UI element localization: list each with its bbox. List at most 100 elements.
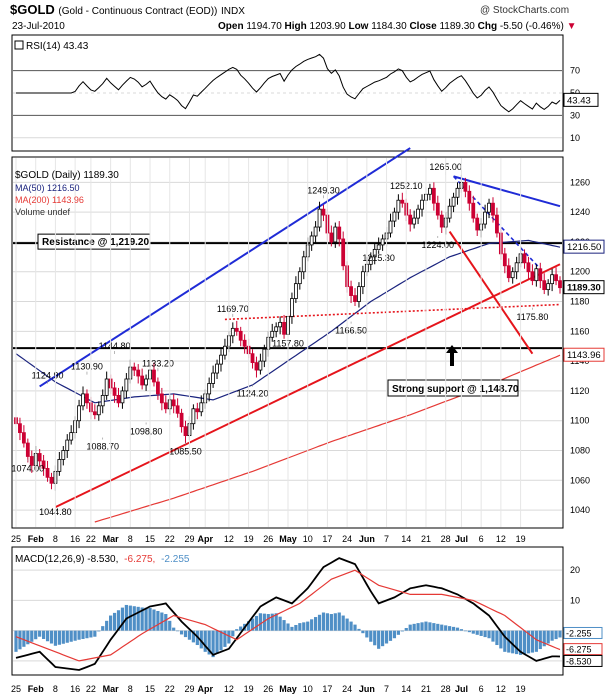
candle-body [18, 423, 22, 434]
macd-histogram-bar [239, 626, 243, 631]
candle-body [538, 268, 543, 282]
candle-body [412, 217, 417, 225]
candle-body [85, 393, 89, 404]
candle-body [420, 199, 424, 210]
candle-body [92, 411, 97, 416]
macd-histogram-bar [116, 610, 121, 631]
x-tick-label-lower: 14 [401, 684, 411, 694]
candle-body [29, 456, 34, 466]
price-tick-label: 1040 [570, 505, 590, 515]
candle-body [104, 378, 109, 396]
candle-body [77, 405, 81, 422]
candle-body [254, 362, 259, 371]
close-value: 1189.30 [439, 21, 475, 32]
macd-histogram-bar [404, 628, 408, 631]
support-arrow-icon [446, 345, 458, 366]
macd-histogram-bar [416, 623, 420, 631]
candle-body [290, 298, 294, 317]
macd-histogram-bar [286, 623, 290, 631]
macd-histogram-bar [22, 630, 26, 647]
candle-body [156, 381, 160, 395]
price-tick-label: 1260 [570, 177, 590, 187]
x-tick-label-lower: Apr [197, 684, 213, 694]
candle-body [506, 265, 511, 279]
macd-histogram-bar [207, 630, 211, 655]
candle-body [357, 286, 361, 302]
x-tick-label-lower: 12 [224, 684, 234, 694]
macd-histogram-bar [199, 630, 203, 649]
macd-histogram-bar [14, 630, 18, 652]
macd-histogram-bar [38, 630, 42, 637]
macd-histogram-bar [428, 622, 432, 631]
candle-body [301, 256, 306, 273]
macd-histogram-bar [313, 617, 318, 631]
x-tick-label-lower: 28 [441, 684, 451, 694]
macd-histogram-bar [345, 618, 349, 631]
macd-histogram-bar [440, 624, 444, 631]
low-value: 1184.30 [371, 21, 407, 32]
macd-histogram-bar [337, 612, 341, 631]
ma200-value-tag: 1143.96 [567, 350, 601, 361]
x-tick-label-lower: Jun [359, 684, 375, 694]
x-tick-label-lower: 29 [184, 684, 194, 694]
rsi-value-tag: 43.43 [567, 95, 591, 106]
candle-body [21, 432, 26, 444]
candle-body [467, 190, 472, 204]
macd-histogram-bar [144, 607, 148, 631]
candle-body [152, 369, 156, 383]
macd-histogram-bar [179, 630, 184, 635]
macd-histogram-bar [310, 619, 314, 631]
x-tick-label-upper: 17 [322, 534, 332, 544]
x-tick-label-upper: 6 [479, 534, 484, 544]
x-tick-label-lower: 22 [86, 684, 96, 694]
price-point-label: 1169.70 [217, 304, 249, 314]
candle-body [372, 248, 377, 258]
x-tick-label-upper: 19 [244, 534, 254, 544]
candle-body [57, 459, 62, 472]
price-tick-label: 1240 [570, 207, 590, 217]
candle-body [313, 226, 318, 237]
macd-histogram-bar [176, 630, 180, 632]
x-tick-label-upper: 7 [384, 534, 389, 544]
macd-histogram-bar [408, 624, 412, 631]
x-tick-label-upper: 15 [145, 534, 155, 544]
candle-body [380, 238, 385, 246]
macd-histogram-bar [85, 630, 89, 639]
rsi-tick-label: 30 [570, 110, 580, 120]
macd-histogram-bar [81, 630, 85, 639]
price-point-label: 1088.70 [86, 442, 119, 452]
macd-histogram-bar [530, 630, 535, 653]
macd-histogram-bar [329, 614, 333, 631]
candle-body [439, 214, 444, 228]
macd-signal-tag: -6.275 [566, 645, 592, 655]
rsi-value-tag-box [563, 92, 599, 107]
macd-legend-hist: -2.255 [161, 554, 190, 565]
price-tick-label: 1080 [570, 446, 590, 456]
macd-histogram-bar [325, 613, 330, 631]
x-tick-label-lower: 12 [496, 684, 506, 694]
rsi-tick-label: 70 [570, 66, 580, 76]
macd-histogram-bar [290, 626, 294, 631]
macd-layer: 20100-10-2.255-6.275-8.530 [13, 557, 603, 671]
macd-histogram-bar [41, 630, 46, 639]
macd-histogram-bar [388, 630, 393, 641]
candle-body [514, 262, 519, 273]
macd-histogram-bar [120, 607, 125, 631]
trendline [448, 230, 534, 355]
candle-body [526, 262, 531, 273]
macd-histogram-bar [18, 630, 22, 650]
price-legend-main: $GOLD (Daily) 1189.30 [15, 170, 119, 181]
rsi-legend-swatch [14, 40, 24, 50]
x-tick-label-lower: 17 [322, 684, 332, 694]
price-tick-label: 1200 [570, 267, 590, 277]
macd-histogram-bar [203, 630, 207, 652]
candle-body [428, 187, 432, 195]
macd-histogram-bar [420, 622, 424, 631]
macd-histogram-bar [105, 620, 109, 631]
macd-histogram-bar [274, 613, 278, 631]
candle-body [376, 244, 381, 250]
macd-legend-signal: -6.275, [124, 554, 155, 565]
macd-histogram-bar [432, 623, 436, 631]
macd-histogram-bar [148, 607, 152, 631]
candle-body [223, 345, 227, 356]
